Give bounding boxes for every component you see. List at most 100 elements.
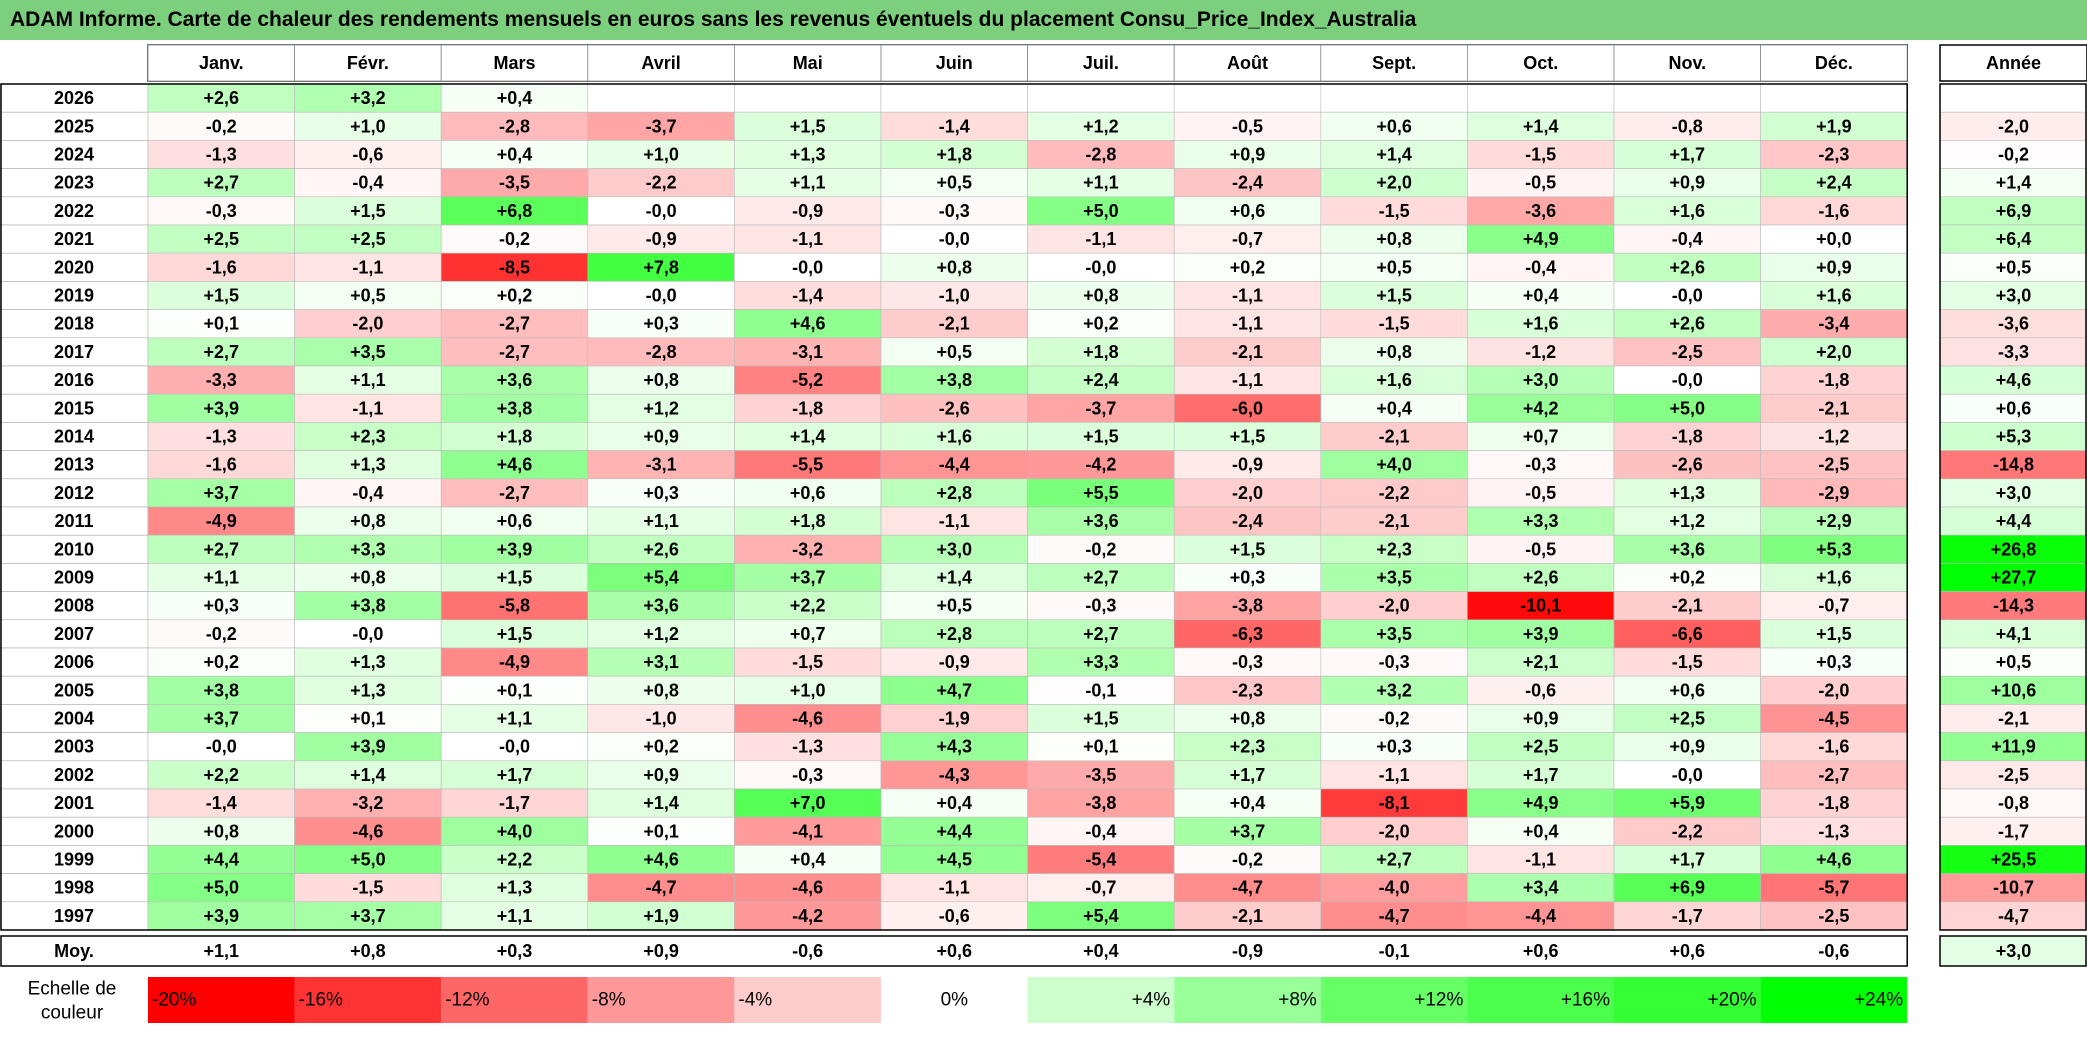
month-header-cell	[880, 44, 1029, 82]
heatmap-cell-value: +0,4	[937, 793, 973, 813]
heatmap-cell	[1613, 309, 1761, 339]
heatmap-cell-value: +1,1	[204, 568, 240, 588]
row-year-label: 2001	[54, 793, 94, 813]
scale-swatch	[1320, 977, 1468, 1023]
heatmap-cell-value: +2,6	[643, 539, 679, 559]
heatmap-cell-value: -0,1	[1085, 680, 1116, 700]
heatmap-cell-value: -4,2	[792, 906, 823, 926]
heatmap-cell	[734, 619, 882, 649]
heatmap-cell	[440, 732, 589, 762]
row-year-cell	[0, 365, 149, 395]
scale-swatch-label: 0%	[941, 990, 969, 1011]
heatmap-cell	[1467, 675, 1615, 705]
heatmap-cell-value: -1,5	[1525, 145, 1556, 165]
heatmap-cell	[1467, 760, 1615, 790]
heatmap-cell-value: -1,6	[206, 257, 237, 277]
row-year-label: 2026	[54, 88, 94, 108]
heatmap-cell	[1613, 393, 1761, 423]
heatmap-cell-value: +0,5	[350, 286, 386, 306]
scale-swatch	[1467, 977, 1614, 1023]
heatmap-cell	[1320, 450, 1468, 480]
heatmap-cell-value: -2,7	[499, 342, 530, 362]
row-year-label: 2011	[54, 511, 93, 531]
scale-swatch-label: +4%	[1132, 990, 1171, 1011]
heatmap-cell	[1173, 534, 1322, 564]
heatmap-cell	[880, 760, 1028, 790]
average-row-label: Moy.	[54, 941, 94, 961]
heatmap-cell	[587, 196, 735, 226]
heatmap-cell-value: -2,7	[499, 314, 530, 334]
heatmap-cell	[294, 478, 442, 508]
heatmap-cell	[1027, 337, 1175, 367]
heatmap-cell-value: -1,8	[792, 398, 823, 418]
heatmap-cell-value: -0,7	[1232, 229, 1263, 249]
heatmap-cell-value: +0,5	[1376, 257, 1412, 277]
annual-cell	[1939, 393, 2087, 423]
heatmap-cell	[294, 140, 442, 169]
heatmap-cell	[147, 619, 295, 649]
heatmap-cell-value: +0,1	[204, 314, 240, 334]
heatmap-cell	[1027, 901, 1175, 931]
heatmap-cell	[1027, 478, 1175, 508]
heatmap-cell	[880, 83, 1028, 113]
heatmap-cell-value: +3,3	[1083, 652, 1119, 672]
heatmap-cell-value: -0,0	[646, 286, 677, 306]
heatmap-cell	[1467, 478, 1615, 508]
average-cell-value: -0,6	[792, 941, 823, 961]
heatmap-cell-value: +1,4	[350, 765, 386, 785]
annual-cell	[1939, 563, 2087, 592]
heatmap-cell	[1320, 393, 1468, 423]
annual-cell	[1939, 252, 2087, 282]
annual-cell	[1939, 591, 2087, 621]
heatmap-cell-value: +1,7	[1230, 765, 1266, 785]
heatmap-cell-value: -2,8	[499, 116, 530, 136]
heatmap-cell-value: +0,5	[937, 173, 973, 193]
heatmap-cell-value: +4,3	[937, 737, 973, 757]
heatmap-cell	[1320, 422, 1468, 451]
heatmap-cell-value: -1,1	[352, 398, 383, 418]
heatmap-cell-value: -3,2	[792, 539, 823, 559]
scale-swatch-label: -20%	[152, 990, 196, 1011]
month-header-cell	[440, 44, 589, 82]
heatmap-cell-value: +1,5	[1083, 709, 1119, 729]
month-header-cell	[587, 44, 735, 82]
heatmap-cell	[1173, 168, 1322, 198]
heatmap-cell-value: -1,0	[646, 709, 677, 729]
heatmap-cell	[1320, 788, 1468, 818]
heatmap-cell-value: +1,7	[1670, 850, 1706, 870]
annual-cell-value: +3,0	[1996, 483, 2032, 503]
scale-swatch-label: -12%	[445, 990, 489, 1011]
scale-swatch	[587, 977, 735, 1023]
heatmap-cell-value: -0,5	[1232, 116, 1263, 136]
heatmap-cell	[440, 901, 589, 931]
row-year-label: 2018	[54, 314, 94, 334]
heatmap-cell-value: -1,5	[1379, 314, 1410, 334]
heatmap-cell	[1467, 534, 1615, 564]
heatmap-cell-value: -1,4	[939, 116, 970, 136]
heatmap-cell	[1027, 619, 1175, 649]
heatmap-cell-value: -1,1	[939, 511, 970, 531]
scale-swatch-label: +20%	[1707, 990, 1756, 1011]
heatmap-cell-value: -1,1	[1232, 314, 1263, 334]
heatmap-cell	[587, 252, 735, 282]
heatmap-cell	[1467, 422, 1615, 451]
heatmap-cell-value: +1,3	[350, 652, 386, 672]
month-header-cell	[1613, 44, 1762, 82]
month-header-label: Sept.	[1372, 53, 1416, 73]
heatmap-cell	[294, 309, 442, 339]
heatmap-cell-value: -2,6	[1672, 455, 1703, 475]
heatmap-cell	[1760, 845, 1908, 874]
heatmap-cell	[1613, 337, 1761, 367]
row-year-label: 2019	[54, 286, 94, 306]
heatmap-cell-value: -2,0	[1818, 680, 1849, 700]
heatmap-cell	[734, 337, 882, 367]
heatmap-cell-value: +3,6	[643, 596, 679, 616]
heatmap-cell	[1027, 704, 1175, 733]
heatmap-cell-value: +2,2	[497, 850, 533, 870]
heatmap-cell	[1613, 196, 1761, 226]
heatmap-cell	[147, 647, 295, 677]
heatmap-cell-value: +2,2	[790, 596, 826, 616]
row-year-cell	[0, 111, 149, 141]
heatmap-cell	[294, 450, 442, 480]
heatmap-cell-value: +1,4	[790, 427, 826, 447]
